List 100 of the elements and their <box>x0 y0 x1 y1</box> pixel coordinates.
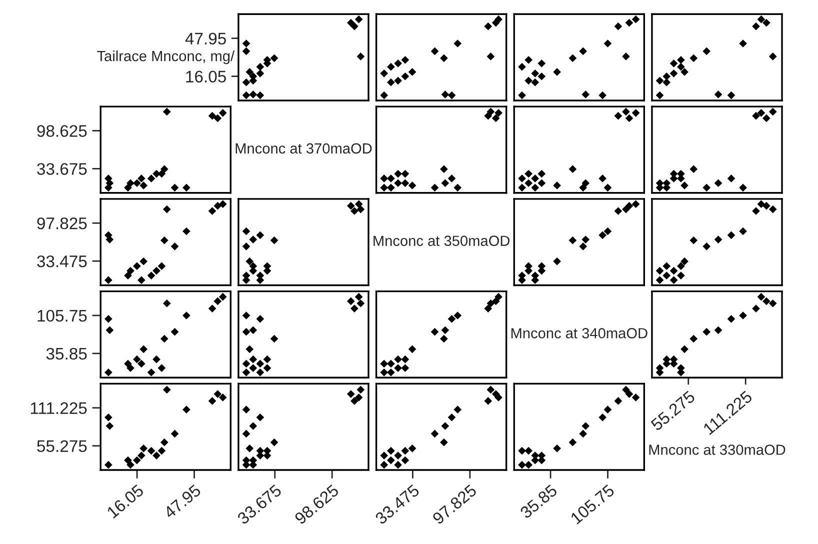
point <box>486 52 495 60</box>
point <box>656 91 664 100</box>
point <box>346 297 355 306</box>
point <box>430 430 439 438</box>
point <box>137 452 146 460</box>
point <box>256 360 264 368</box>
point <box>380 69 388 78</box>
point <box>430 328 439 336</box>
point <box>126 266 134 275</box>
point <box>614 207 622 215</box>
point <box>394 59 402 68</box>
point <box>380 174 388 182</box>
point <box>158 446 166 455</box>
point <box>256 368 264 376</box>
point <box>242 360 250 368</box>
point <box>441 326 450 334</box>
point <box>727 231 736 240</box>
point <box>752 304 760 312</box>
point <box>350 22 358 30</box>
point <box>387 62 395 71</box>
point <box>727 314 736 323</box>
point <box>256 69 264 78</box>
point <box>518 460 526 469</box>
point <box>270 236 278 244</box>
point <box>518 184 526 192</box>
point <box>256 231 264 240</box>
point <box>214 297 222 306</box>
point <box>484 304 492 312</box>
point <box>394 76 402 85</box>
point <box>448 413 456 422</box>
point <box>354 15 363 24</box>
point <box>454 312 462 320</box>
point <box>739 184 747 192</box>
point <box>768 299 777 308</box>
point <box>401 364 410 372</box>
point <box>256 91 264 100</box>
point <box>242 91 250 100</box>
point <box>246 257 254 266</box>
point <box>518 446 526 455</box>
point <box>106 422 114 430</box>
point <box>126 460 134 469</box>
point <box>568 165 577 174</box>
point <box>614 22 622 30</box>
point <box>702 242 711 250</box>
point <box>140 182 148 190</box>
point <box>214 390 222 398</box>
y-tick-label: 98.625 <box>37 125 87 137</box>
point <box>454 40 462 48</box>
point <box>152 452 160 460</box>
point <box>680 345 688 354</box>
point <box>218 109 227 117</box>
point <box>182 312 190 320</box>
point <box>242 328 250 336</box>
y-tick-label: 105.75 <box>38 310 87 322</box>
point <box>518 174 526 182</box>
text: Mnconc at 330maOD <box>649 444 786 455</box>
point <box>401 56 410 64</box>
point <box>408 68 416 76</box>
point <box>492 114 500 122</box>
point <box>614 112 622 120</box>
point <box>604 227 612 236</box>
point <box>670 266 678 275</box>
point <box>670 276 678 284</box>
point <box>448 91 456 100</box>
point <box>170 328 179 336</box>
point <box>133 456 141 464</box>
point <box>214 114 222 122</box>
point <box>702 184 711 192</box>
point <box>160 334 168 343</box>
point <box>350 397 358 405</box>
point <box>346 390 355 398</box>
point <box>356 299 365 308</box>
point <box>531 78 540 86</box>
point <box>354 394 363 402</box>
point <box>408 345 416 354</box>
point <box>208 304 216 312</box>
point <box>632 200 640 208</box>
point <box>140 345 148 354</box>
point <box>524 446 532 455</box>
point <box>494 109 502 117</box>
point <box>762 18 770 27</box>
point <box>126 364 134 372</box>
point <box>604 184 612 192</box>
point <box>104 460 112 469</box>
point <box>625 18 634 27</box>
point <box>162 205 171 214</box>
point <box>137 276 146 284</box>
point <box>568 236 577 244</box>
point <box>346 202 355 210</box>
point <box>242 312 250 320</box>
point <box>768 52 777 60</box>
point <box>524 170 532 178</box>
point <box>137 360 146 368</box>
point <box>263 364 272 372</box>
point <box>484 112 492 120</box>
point <box>242 242 250 250</box>
point <box>494 292 502 301</box>
point <box>739 40 747 48</box>
point <box>598 91 606 100</box>
point <box>160 236 168 244</box>
